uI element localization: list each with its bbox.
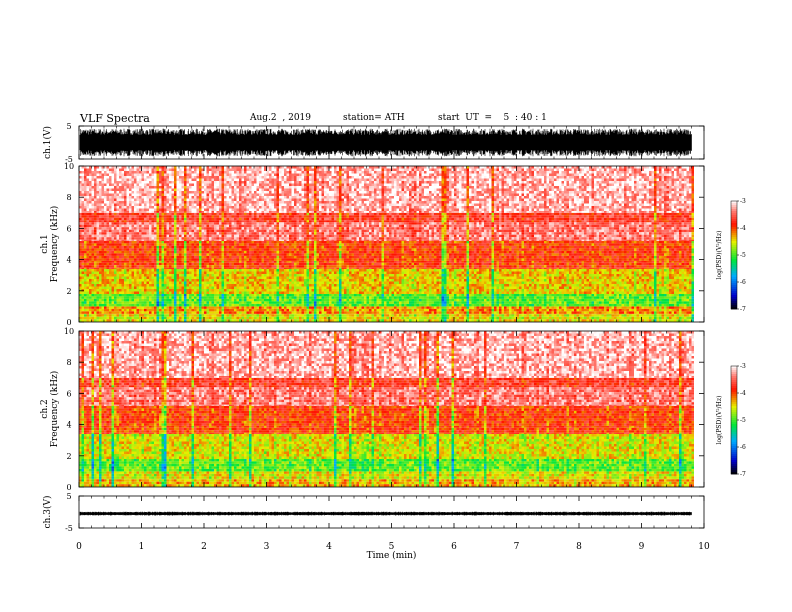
x-tick-label: 9 — [639, 542, 645, 552]
waveform-line — [79, 128, 692, 157]
y-tick-label: 0 — [66, 318, 71, 327]
y-axis-label: Frequency (kHz) — [49, 371, 60, 448]
x-tick-label: 0 — [76, 542, 82, 552]
x-tick-label: 2 — [201, 542, 207, 552]
y-tick-label: 2 — [66, 452, 71, 461]
colorbar-tick-label: -5 — [740, 252, 746, 259]
ch2-spectrogram-colorbar — [731, 366, 737, 475]
colorbar-label: log(PSD)(V²/Hz) — [716, 231, 723, 280]
y-tick-label: 4 — [66, 421, 71, 430]
y-tick-label: 4 — [66, 256, 71, 265]
date-label: Aug.2 , 2019 — [250, 113, 311, 123]
y-tick-label: -5 — [65, 524, 73, 533]
y-tick-label: 8 — [66, 358, 71, 367]
y-axis-label: ch.3(V) — [42, 496, 53, 529]
y-tick-label: 8 — [66, 193, 71, 202]
colorbar-tick-label: -4 — [740, 225, 746, 232]
colorbar-tick-label: -7 — [740, 471, 746, 478]
colorbar-tick-label: -4 — [740, 390, 746, 397]
y-tick-label: 6 — [66, 224, 71, 233]
y-tick-label: 10 — [64, 327, 74, 336]
x-tick-label: 10 — [698, 542, 710, 552]
start-time-label: start UT = 5 : 40 : 1 — [438, 113, 547, 123]
x-tick-label: 4 — [326, 542, 332, 552]
ch3-waveform-trace — [79, 511, 692, 516]
y-tick-label: 10 — [64, 162, 74, 171]
colorbar-tick-label: -3 — [740, 198, 746, 205]
y-tick-label: 2 — [66, 287, 71, 296]
x-tick-label: 3 — [264, 542, 270, 552]
y-tick-label: 5 — [66, 122, 71, 131]
x-tick-label: 8 — [576, 542, 582, 552]
colorbar-tick-label: -6 — [740, 279, 746, 286]
colorbar-tick-label: -7 — [740, 306, 746, 313]
plot-title: VLF Spectra — [80, 112, 150, 125]
y-tick-label: 0 — [66, 483, 71, 492]
station-label: station= ATH — [343, 113, 405, 123]
colorbar-label: log(PSD)(V²/Hz) — [716, 396, 723, 445]
channel-label: ch.1 — [40, 234, 50, 253]
ch1-waveform-trace — [79, 128, 692, 157]
ch1-spectrogram-image — [79, 166, 694, 322]
y-axis-label: Frequency (kHz) — [49, 206, 60, 283]
x-tick-label: 6 — [451, 542, 457, 552]
y-tick-label: -5 — [65, 155, 73, 164]
x-tick-label: 5 — [389, 542, 395, 552]
colorbar-tick-label: -3 — [740, 363, 746, 370]
x-axis-label: Time (min) — [367, 550, 417, 561]
channel-label: ch.2 — [40, 399, 50, 418]
colorbar-tick-label: -6 — [740, 444, 746, 451]
y-axis-label: ch.1(V) — [42, 126, 53, 159]
waveform-line — [79, 511, 692, 516]
x-tick-label: 7 — [514, 542, 520, 552]
y-tick-label: 5 — [66, 492, 71, 501]
ch2-spectrogram-image — [79, 331, 694, 487]
y-tick-label: 6 — [66, 389, 71, 398]
colorbar-tick-label: -5 — [740, 417, 746, 424]
ch1-spectrogram-colorbar — [731, 201, 737, 310]
x-tick-label: 1 — [139, 542, 145, 552]
